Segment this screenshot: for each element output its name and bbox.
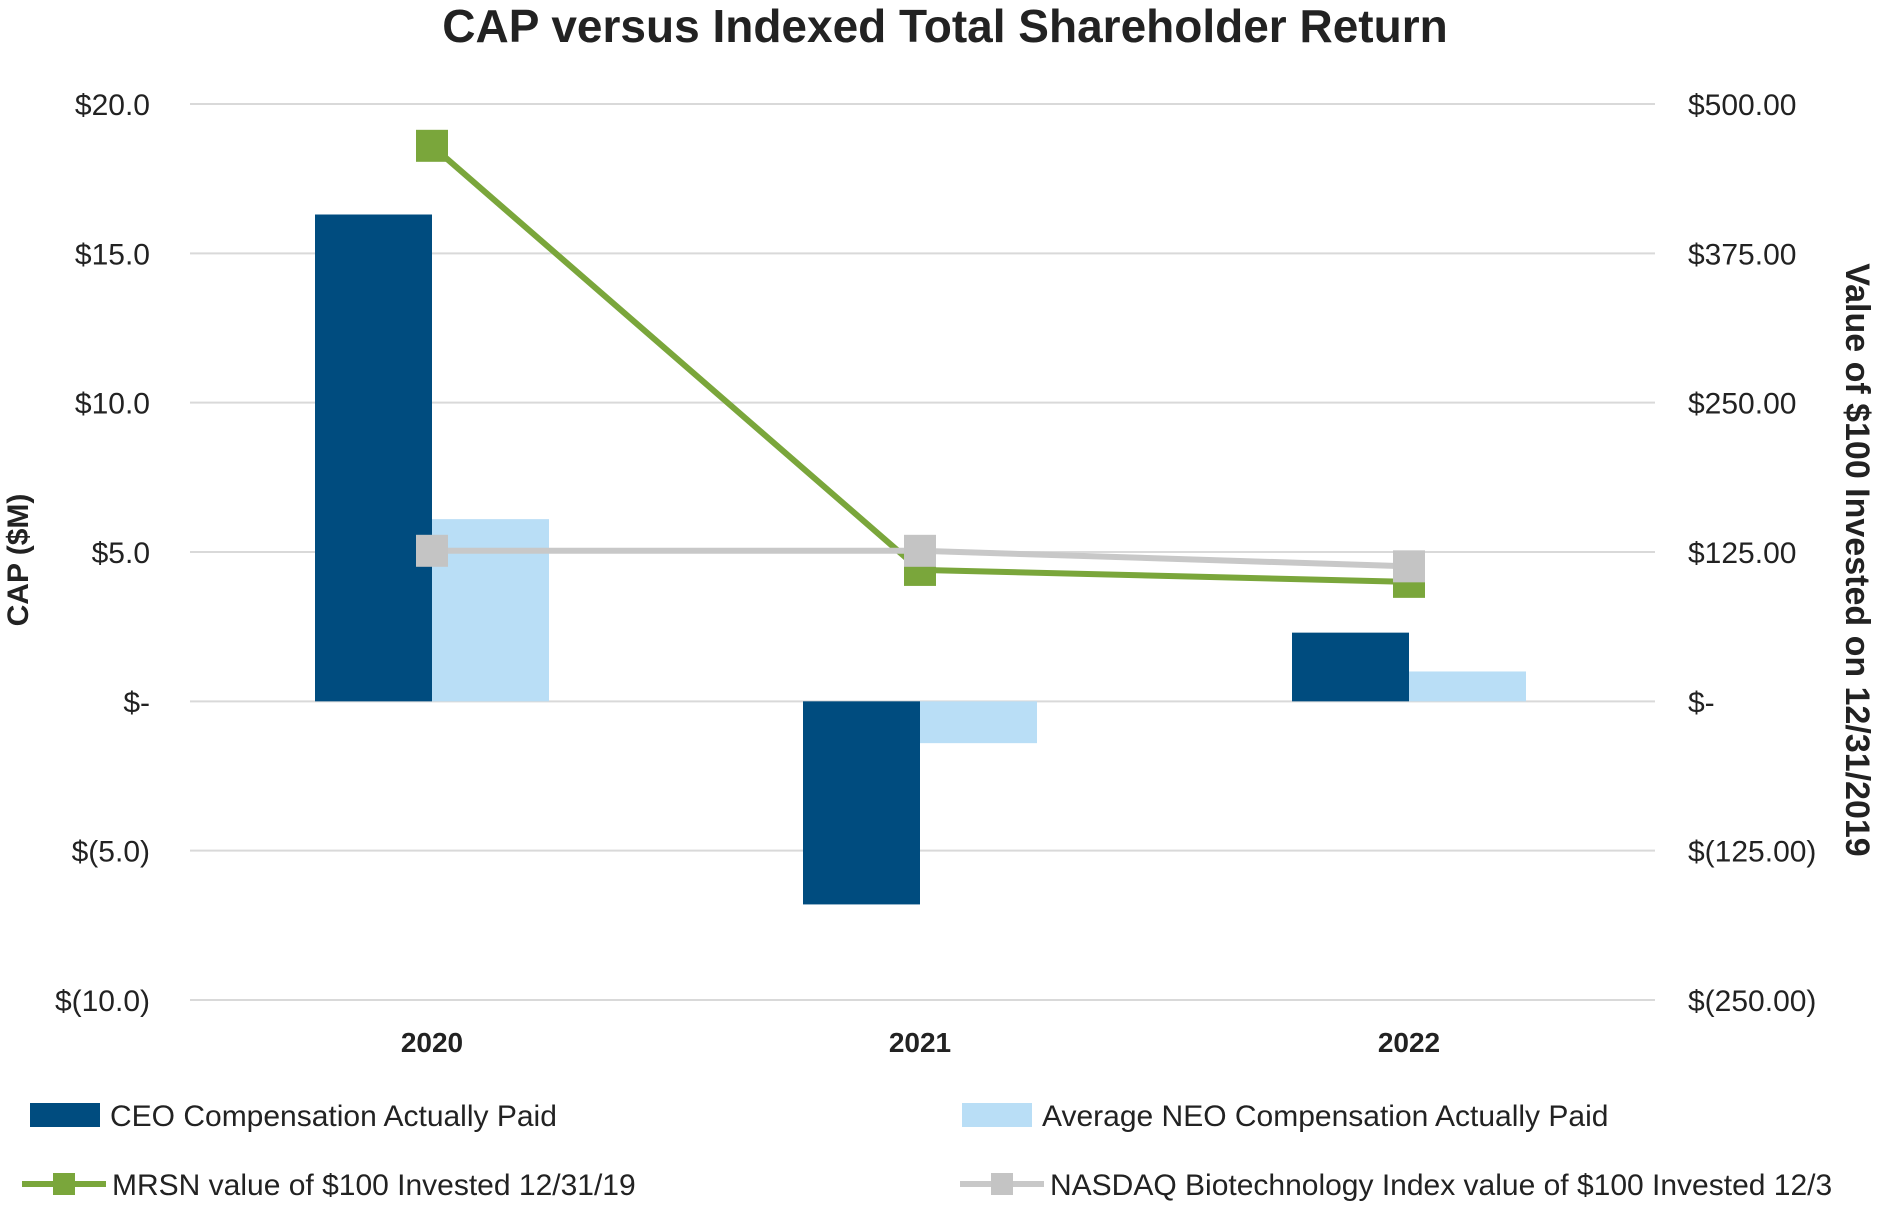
left-axis-title: CAP ($M) xyxy=(2,494,35,627)
category-label: 2020 xyxy=(401,1027,463,1058)
bar xyxy=(1409,671,1526,702)
bar xyxy=(432,519,549,702)
right-tick-label: $375.00 xyxy=(1688,238,1796,271)
chart-title: CAP versus Indexed Total Shareholder Ret… xyxy=(442,0,1447,52)
lines-layer xyxy=(416,129,1425,598)
left-tick-label: $(10.0) xyxy=(55,985,150,1018)
category-label: 2022 xyxy=(1378,1027,1440,1058)
bar xyxy=(315,214,432,702)
right-tick-label: $125.00 xyxy=(1688,537,1796,570)
series-line xyxy=(430,143,1410,585)
legend-swatch xyxy=(30,1103,100,1127)
right-tick-label: $500.00 xyxy=(1688,89,1796,122)
left-tick-label: $10.0 xyxy=(75,388,150,421)
right-tick-label: $- xyxy=(1688,686,1715,719)
bar xyxy=(920,701,1037,744)
series-marker xyxy=(416,534,448,567)
category-labels: 2020 2021 2022 xyxy=(401,1027,1440,1058)
right-tick-label: $250.00 xyxy=(1688,388,1796,421)
series-marker xyxy=(1393,550,1425,583)
bar xyxy=(1292,632,1409,702)
legend-label: MRSN value of $100 Invested 12/31/19 xyxy=(112,1169,636,1202)
left-tick-label: $5.0 xyxy=(92,537,150,570)
left-tick-label: $- xyxy=(123,686,150,719)
legend-marker xyxy=(991,1173,1013,1195)
left-tick-label: $(5.0) xyxy=(72,836,150,869)
legend-swatch xyxy=(962,1103,1032,1127)
legend-label: Average NEO Compensation Actually Paid xyxy=(1042,1100,1608,1133)
legend: CEO Compensation Actually Paid Average NE… xyxy=(22,1100,1832,1202)
legend-label: CEO Compensation Actually Paid xyxy=(110,1100,557,1133)
right-tick-label: $(250.00) xyxy=(1688,985,1816,1018)
series-marker xyxy=(416,129,448,162)
legend-marker xyxy=(53,1173,75,1195)
series-marker xyxy=(904,534,936,567)
left-tick-label: $20.0 xyxy=(75,89,150,122)
right-axis-title: Value of $100 Invested on 12/31/2019 xyxy=(1838,263,1876,856)
bar xyxy=(803,701,920,905)
right-axis-ticks: $500.00 $375.00 $250.00 $125.00 $- $(125.00) $… xyxy=(1688,89,1816,1018)
category-label: 2021 xyxy=(889,1027,951,1058)
legend-label: NASDAQ Biotechnology Index value of $100… xyxy=(1050,1169,1832,1202)
left-axis-ticks: $20.0 $15.0 $10.0 $5.0 $- $(5.0) $(10.0) xyxy=(55,89,150,1018)
right-tick-label: $(125.00) xyxy=(1688,836,1816,869)
bars-layer xyxy=(315,214,1526,905)
left-tick-label: $15.0 xyxy=(75,238,150,271)
